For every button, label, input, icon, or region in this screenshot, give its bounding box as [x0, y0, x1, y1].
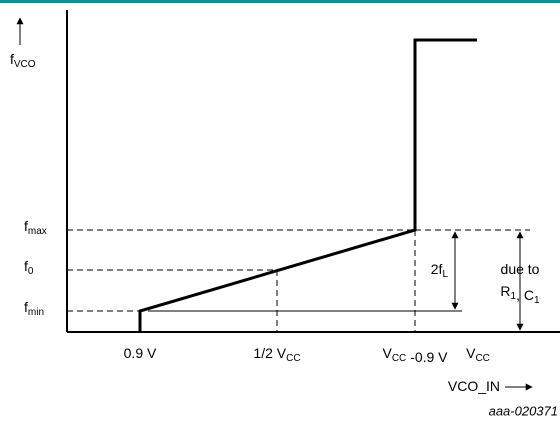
text-run: VCO_IN — [448, 378, 500, 394]
subscript: 1 — [511, 291, 517, 302]
annotation: R1, C1 — [500, 283, 540, 306]
y-label: fmax — [24, 218, 47, 237]
text-run: 1/2 V — [253, 345, 286, 361]
x-label: VCC -0.9 V — [382, 345, 448, 365]
guides — [67, 229, 530, 332]
y-axis-label: fVCO — [10, 51, 36, 70]
subscript: CC — [392, 353, 406, 364]
annotation: due to — [501, 261, 540, 277]
subscript: 0 — [28, 266, 34, 277]
text-run: f — [10, 51, 14, 67]
subscript: 1 — [534, 295, 540, 306]
text-run: 0.9 V — [124, 345, 157, 361]
subscript: L — [442, 269, 448, 280]
text-run: 2f — [431, 261, 443, 277]
x-label: 0.9 V — [124, 345, 157, 361]
annotation: 2fL — [431, 261, 449, 280]
text-run: -0.9 V — [406, 349, 448, 365]
x-label: 1/2 VCC — [253, 345, 300, 364]
subscript: VCO — [14, 59, 36, 70]
text-run: V — [466, 345, 476, 361]
text-run: f — [24, 258, 28, 274]
subscript: min — [28, 307, 44, 318]
x-label: VCC — [466, 345, 490, 364]
subscript: CC — [475, 353, 489, 364]
text-run: f — [24, 299, 28, 315]
x-axis-label: VCO_IN — [448, 378, 500, 394]
y-label: fmin — [24, 299, 44, 318]
text-run: R — [500, 283, 510, 299]
vco-curve — [138, 38, 477, 332]
figure-id: aaa-020371 — [489, 403, 558, 418]
text-run: due to — [501, 261, 540, 277]
text-run: , C — [516, 287, 534, 303]
y-label: f0 — [24, 258, 34, 277]
text-run: f — [24, 218, 28, 234]
subscript: CC — [286, 353, 300, 364]
subscript: max — [28, 226, 47, 237]
text-run: V — [382, 345, 392, 361]
